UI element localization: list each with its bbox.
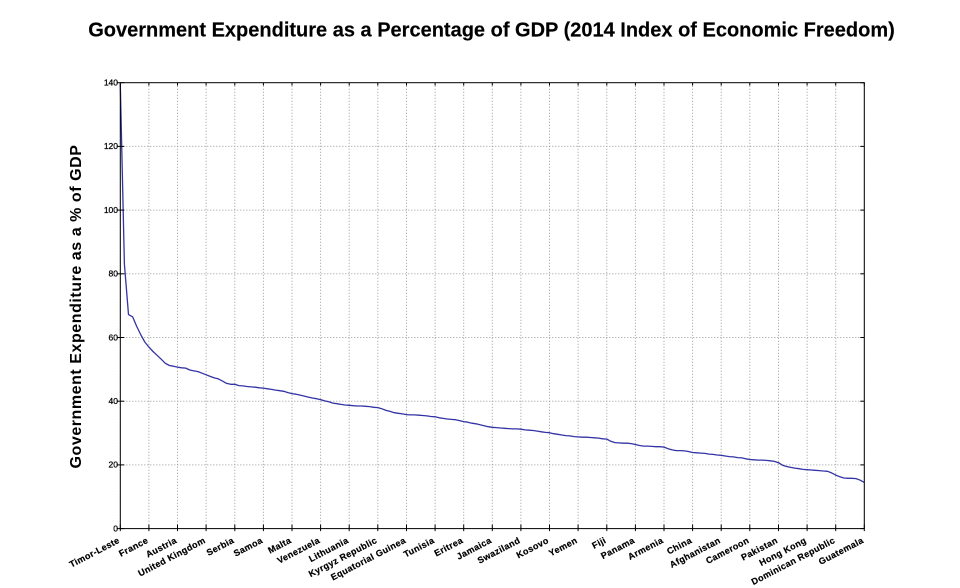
svg-text:60: 60 bbox=[109, 332, 119, 342]
svg-text:80: 80 bbox=[109, 269, 119, 279]
svg-text:100: 100 bbox=[104, 205, 118, 215]
svg-text:Government Expenditure as a %: Government Expenditure as a % of GDP bbox=[68, 145, 85, 469]
svg-text:Government Expenditure as a Pe: Government Expenditure as a Percentage o… bbox=[88, 20, 895, 42]
svg-text:0: 0 bbox=[113, 523, 118, 533]
svg-text:120: 120 bbox=[104, 141, 118, 151]
svg-text:40: 40 bbox=[109, 396, 119, 406]
svg-text:140: 140 bbox=[104, 78, 118, 88]
svg-text:20: 20 bbox=[109, 460, 119, 470]
